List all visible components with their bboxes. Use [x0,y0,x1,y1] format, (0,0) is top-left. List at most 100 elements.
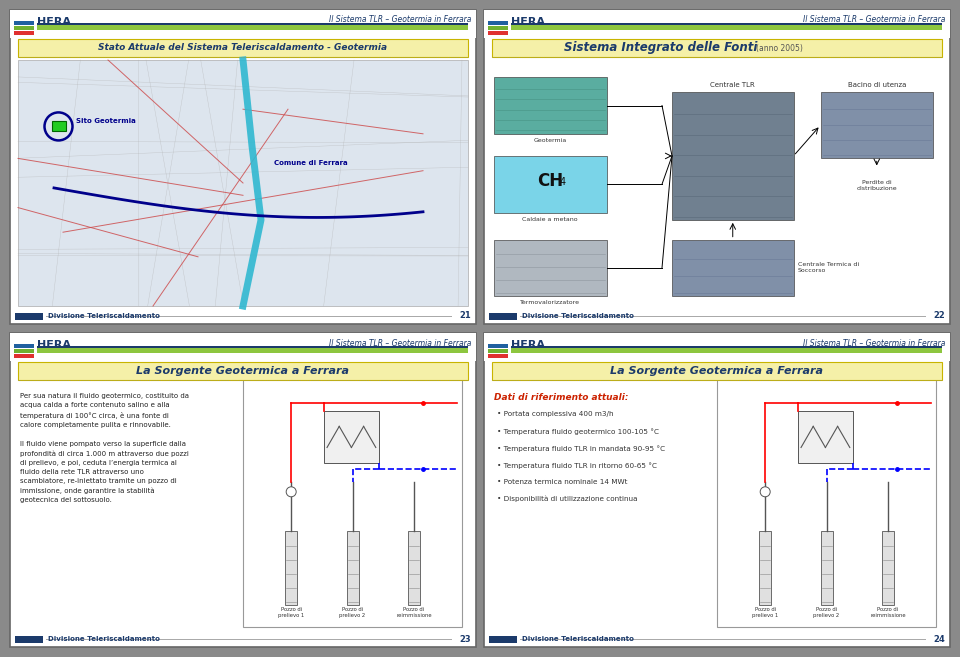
Text: Divisione Teleriscaldamento: Divisione Teleriscaldamento [48,313,160,319]
FancyBboxPatch shape [494,78,607,134]
Text: • Disponibilità di utilizzazione continua: • Disponibilità di utilizzazione continu… [497,496,637,503]
FancyBboxPatch shape [347,531,358,605]
FancyBboxPatch shape [46,315,452,317]
FancyBboxPatch shape [492,362,942,380]
Text: 4: 4 [560,177,565,187]
Text: HERA: HERA [37,340,71,350]
FancyBboxPatch shape [14,26,34,30]
FancyBboxPatch shape [46,639,452,640]
Text: Pozzo di
reimmissione: Pozzo di reimmissione [396,607,432,618]
FancyBboxPatch shape [494,240,607,296]
Text: Stato Attuale del Sistema Teleriscaldamento - Geotermia: Stato Attuale del Sistema Teleriscaldame… [99,43,388,53]
FancyBboxPatch shape [484,333,950,647]
Text: La Sorgente Geotermica a Ferrara: La Sorgente Geotermica a Ferrara [136,366,349,376]
Text: 22: 22 [933,311,945,321]
FancyBboxPatch shape [511,23,942,25]
Text: Dati di riferimento attuali:: Dati di riferimento attuali: [494,393,629,402]
Text: Termovalorizzatore: Termovalorizzatore [520,300,580,305]
FancyBboxPatch shape [10,333,476,647]
Text: Bacino di utenza: Bacino di utenza [848,82,906,88]
Text: Per sua natura il fluido geotermico, costituito da
acqua calda a forte contenuto: Per sua natura il fluido geotermico, cos… [20,393,189,428]
Text: 24: 24 [933,635,945,643]
Text: Comune di Ferrara: Comune di Ferrara [275,160,348,166]
FancyBboxPatch shape [484,10,950,38]
FancyBboxPatch shape [484,10,950,324]
FancyBboxPatch shape [37,346,468,348]
Text: Divisione Teleriscaldamento: Divisione Teleriscaldamento [522,313,634,319]
FancyBboxPatch shape [488,353,508,358]
FancyBboxPatch shape [408,531,420,605]
FancyBboxPatch shape [243,363,462,627]
FancyBboxPatch shape [488,26,508,30]
Circle shape [760,487,770,497]
Text: (anno 2005): (anno 2005) [756,43,803,53]
FancyBboxPatch shape [10,333,476,361]
Text: Pozzo di
prelievo 2: Pozzo di prelievo 2 [813,607,840,618]
Text: • Temperatura fluido TLR in mandata 90-95 °C: • Temperatura fluido TLR in mandata 90-9… [497,445,665,452]
Text: Il fluido viene pompato verso la superficie dalla
profondità di circa 1.000 m at: Il fluido viene pompato verso la superfi… [20,441,189,503]
Text: Pozzo di
prelievo 2: Pozzo di prelievo 2 [340,607,366,618]
Circle shape [286,487,297,497]
FancyBboxPatch shape [821,531,832,605]
FancyBboxPatch shape [52,122,65,131]
FancyBboxPatch shape [14,30,34,35]
Text: Centrale TLR: Centrale TLR [710,82,756,88]
Text: Divisione Teleriscaldamento: Divisione Teleriscaldamento [522,636,634,642]
Text: Divisione Teleriscaldamento: Divisione Teleriscaldamento [48,636,160,642]
FancyBboxPatch shape [882,531,894,605]
FancyBboxPatch shape [18,39,468,57]
Text: • Temperatura fluido TLR in ritorno 60-65 °C: • Temperatura fluido TLR in ritorno 60-6… [497,462,657,468]
FancyBboxPatch shape [488,20,508,25]
Text: Il Sistema TLR – Geotermia in Ferrara: Il Sistema TLR – Geotermia in Ferrara [803,338,945,348]
Text: HERA: HERA [511,340,545,350]
FancyBboxPatch shape [484,333,950,361]
FancyBboxPatch shape [37,23,468,25]
FancyBboxPatch shape [511,25,942,30]
FancyBboxPatch shape [759,531,771,605]
FancyBboxPatch shape [18,362,468,380]
FancyBboxPatch shape [488,348,508,353]
FancyBboxPatch shape [18,60,468,306]
FancyBboxPatch shape [492,39,942,57]
FancyBboxPatch shape [14,348,34,353]
FancyBboxPatch shape [15,636,43,643]
FancyBboxPatch shape [520,315,926,317]
FancyBboxPatch shape [494,156,607,212]
Text: • Temperatura fluido geotermico 100-105 °C: • Temperatura fluido geotermico 100-105 … [497,428,659,435]
Text: Perdite di
distribuzione: Perdite di distribuzione [856,181,897,191]
Text: Geotermia: Geotermia [534,138,566,143]
Text: 21: 21 [459,311,471,321]
FancyBboxPatch shape [821,92,933,158]
Text: HERA: HERA [511,17,545,27]
FancyBboxPatch shape [285,531,298,605]
FancyBboxPatch shape [717,363,936,627]
FancyBboxPatch shape [511,346,942,348]
FancyBboxPatch shape [10,10,476,324]
FancyBboxPatch shape [14,353,34,358]
FancyBboxPatch shape [37,25,468,30]
FancyBboxPatch shape [15,313,43,320]
FancyBboxPatch shape [672,240,794,296]
FancyBboxPatch shape [488,30,508,35]
FancyBboxPatch shape [489,636,517,643]
Text: Pozzo di
prelievo 1: Pozzo di prelievo 1 [278,607,304,618]
FancyBboxPatch shape [14,344,34,348]
FancyBboxPatch shape [10,10,476,38]
Text: Pozzo di
reimmissione: Pozzo di reimmissione [870,607,905,618]
Text: CH: CH [538,172,564,191]
Text: 23: 23 [460,635,471,643]
Text: • Potenza termica nominale 14 MWt: • Potenza termica nominale 14 MWt [497,479,628,485]
Text: Sito Geotermia: Sito Geotermia [76,118,135,124]
FancyBboxPatch shape [520,639,926,640]
Text: Il Sistema TLR – Geotermia in Ferrara: Il Sistema TLR – Geotermia in Ferrara [328,338,471,348]
Text: Caldaie a metano: Caldaie a metano [522,217,578,221]
Text: Il Sistema TLR – Geotermia in Ferrara: Il Sistema TLR – Geotermia in Ferrara [803,16,945,24]
FancyBboxPatch shape [672,92,794,220]
FancyBboxPatch shape [511,348,942,353]
Text: HERA: HERA [37,17,71,27]
FancyBboxPatch shape [14,20,34,25]
Text: La Sorgente Geotermica a Ferrara: La Sorgente Geotermica a Ferrara [611,366,824,376]
FancyBboxPatch shape [489,313,517,320]
Text: Sistema Integrato delle Fonti: Sistema Integrato delle Fonti [564,41,757,55]
FancyBboxPatch shape [324,411,379,463]
